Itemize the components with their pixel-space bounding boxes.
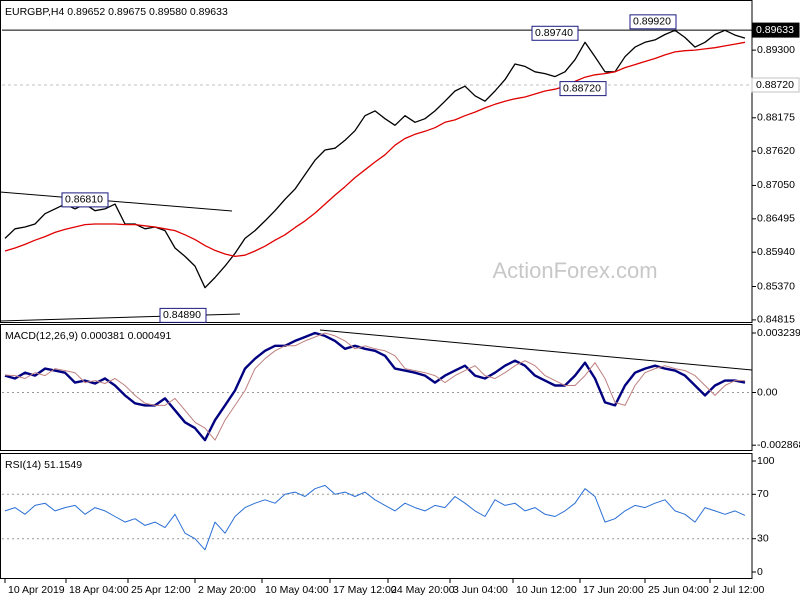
price-label: 0.88720 bbox=[756, 79, 794, 91]
annotation-box bbox=[159, 307, 207, 323]
annotation-label: 0.88720 bbox=[563, 82, 601, 94]
y-tick-label: 0.85940 bbox=[757, 246, 795, 258]
y-tick-label: 0.003239 bbox=[757, 327, 800, 339]
series-line bbox=[4, 484, 746, 551]
x-tick-label: 25 Apr 12:00 bbox=[131, 584, 191, 596]
y-tick-label: 0.88175 bbox=[757, 112, 795, 124]
y-tick-label: 0.87620 bbox=[757, 145, 795, 157]
y-tick-label: 0.89300 bbox=[757, 44, 795, 56]
annotation-box bbox=[531, 25, 579, 41]
y-tick-label: 0 bbox=[757, 566, 763, 578]
panel-title: RSI(14) 51.1549 bbox=[5, 459, 82, 471]
annotation-label: 0.84890 bbox=[163, 309, 201, 321]
price-label: 0.89633 bbox=[756, 24, 794, 36]
x-tick-label: 10 Apr 2019 bbox=[8, 584, 65, 596]
y-tick-label: 0.00 bbox=[757, 386, 778, 398]
trend-line bbox=[319, 329, 753, 371]
panel-title: EURGBP,H4 0.89652 0.89675 0.89580 0.8963… bbox=[5, 6, 228, 18]
series-line bbox=[4, 332, 745, 441]
panel-frame bbox=[0, 0, 753, 323]
watermark: ActionForex.com bbox=[492, 258, 657, 283]
y-tick-label: 0.86495 bbox=[757, 213, 795, 225]
y-tick-label: -0.002868 bbox=[757, 439, 800, 451]
series-line bbox=[4, 331, 746, 442]
annotation-label: 0.89740 bbox=[535, 27, 573, 39]
y-tick-label: 0.85370 bbox=[757, 280, 795, 292]
annotation-box bbox=[559, 81, 607, 97]
annotation-label: 0.89920 bbox=[633, 16, 671, 28]
x-tick-label: 17 May 12:00 bbox=[333, 584, 397, 596]
y-tick-label: 0.84815 bbox=[757, 314, 795, 326]
annotation-box bbox=[629, 14, 677, 30]
panel-frame bbox=[0, 324, 753, 451]
x-tick-label: 10 Jun 12:00 bbox=[516, 584, 577, 596]
x-tick-label: 10 May 04:00 bbox=[265, 584, 329, 596]
panel-frame bbox=[0, 453, 753, 579]
y-tick-label: 30 bbox=[757, 532, 769, 544]
x-tick-label: 2 May 20:00 bbox=[198, 584, 256, 596]
series-line bbox=[4, 41, 746, 258]
panel-title: MACD(12,26,9) 0.000381 0.000491 bbox=[5, 330, 172, 342]
x-tick-label: 25 Jun 04:00 bbox=[648, 584, 709, 596]
x-tick-label: 2 Jul 12:00 bbox=[713, 584, 765, 596]
x-tick-label: 3 Jun 04:00 bbox=[453, 584, 508, 596]
x-tick-label: 24 May 20:00 bbox=[391, 584, 455, 596]
x-tick-label: 17 Jun 20:00 bbox=[583, 584, 644, 596]
x-tick-label: 18 Apr 04:00 bbox=[69, 584, 129, 596]
annotation-label: 0.86810 bbox=[65, 194, 103, 206]
annotation-box bbox=[61, 192, 109, 208]
trend-line bbox=[0, 191, 233, 212]
price-label-box bbox=[751, 77, 800, 93]
y-tick-label: 70 bbox=[757, 488, 769, 500]
price-label-box bbox=[751, 22, 800, 38]
y-tick-label: 100 bbox=[757, 455, 775, 467]
y-tick-label: 0.87050 bbox=[757, 179, 795, 191]
